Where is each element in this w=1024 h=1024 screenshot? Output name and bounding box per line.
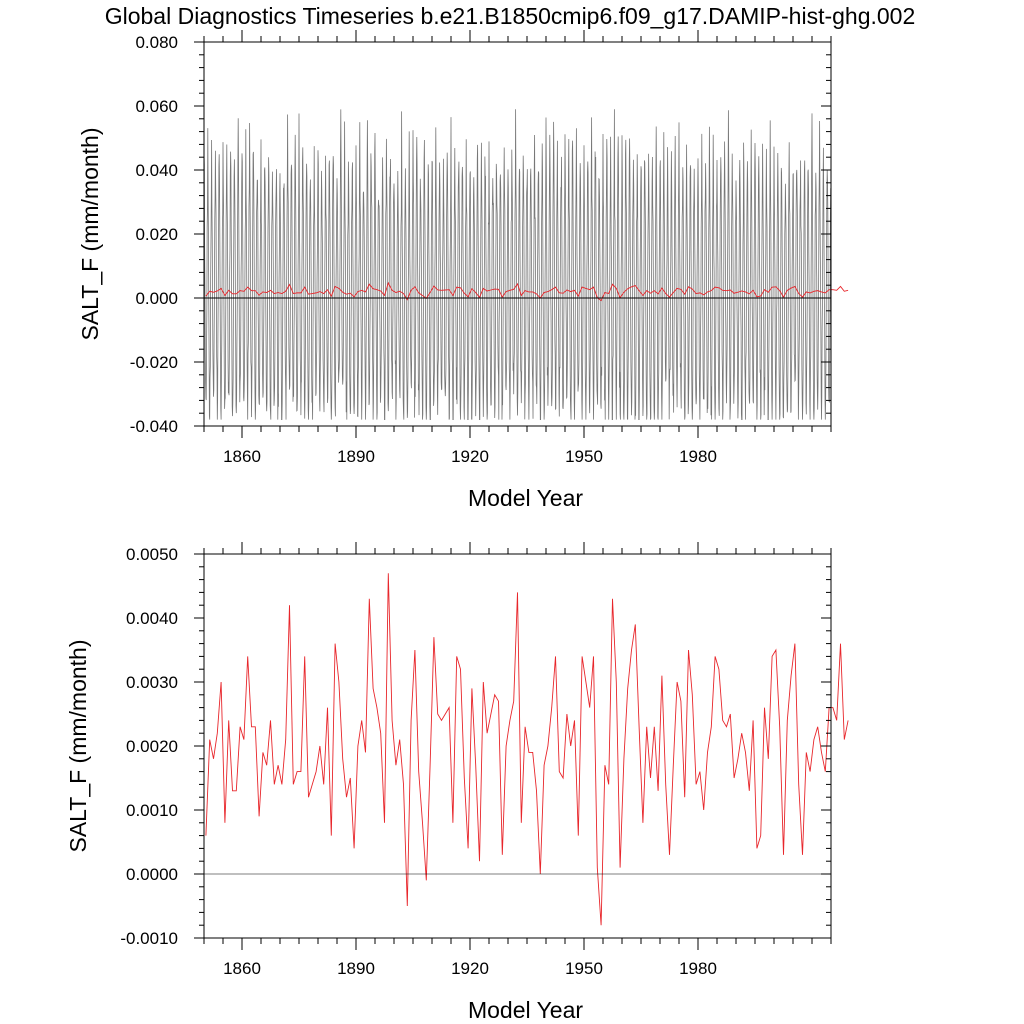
chart-title: Global Diagnostics Timeseries b.e21.B185… — [105, 3, 916, 29]
x-tick-label: 1890 — [337, 447, 375, 466]
y-tick-label: 0.0030 — [126, 673, 178, 692]
x-tick-label: 1860 — [223, 447, 261, 466]
y-tick-label: -0.020 — [130, 353, 178, 372]
y-axis-label: SALT_F (mm/month) — [77, 128, 103, 341]
annual-mean-series-line — [205, 573, 849, 926]
x-axis-label: Model Year — [468, 997, 583, 1023]
bottom-panel: -0.0010 0.0000 0.0010 0.0020 0.0030 0.0040 0.0… — [65, 542, 849, 1023]
monthly-series-line — [203, 109, 832, 420]
top-panel: -0.040 -0.020 0.000 0.020 0.040 0.060 0.080 186… — [77, 30, 849, 511]
y-tick-label: 0.0020 — [126, 737, 178, 756]
y-tick-label: 0.080 — [135, 33, 178, 52]
x-tick-label: 1980 — [679, 959, 717, 978]
x-tick-label: 1950 — [565, 447, 603, 466]
x-tick-label: 1890 — [337, 959, 375, 978]
x-tick-label: 1860 — [223, 959, 261, 978]
y-tick-label: 0.0000 — [126, 865, 178, 884]
y-tick-label: 0.0050 — [126, 545, 178, 564]
y-tick-label: 0.0010 — [126, 801, 178, 820]
y-tick-label: 0.040 — [135, 161, 178, 180]
y-tick-label: 0.0040 — [126, 609, 178, 628]
x-tick-label: 1920 — [451, 959, 489, 978]
x-tick-label: 1950 — [565, 959, 603, 978]
y-tick-label: -0.040 — [130, 417, 178, 436]
x-tick-label: 1980 — [679, 447, 717, 466]
y-axis-label: SALT_F (mm/month) — [65, 640, 91, 853]
x-axis-label: Model Year — [468, 485, 583, 511]
y-tick-label: 0.020 — [135, 225, 178, 244]
y-tick-label: 0.060 — [135, 97, 178, 116]
annual-mean-series-line — [205, 281, 849, 302]
y-tick-label: -0.0010 — [120, 929, 178, 948]
x-tick-label: 1920 — [451, 447, 489, 466]
y-tick-label: 0.000 — [135, 289, 178, 308]
